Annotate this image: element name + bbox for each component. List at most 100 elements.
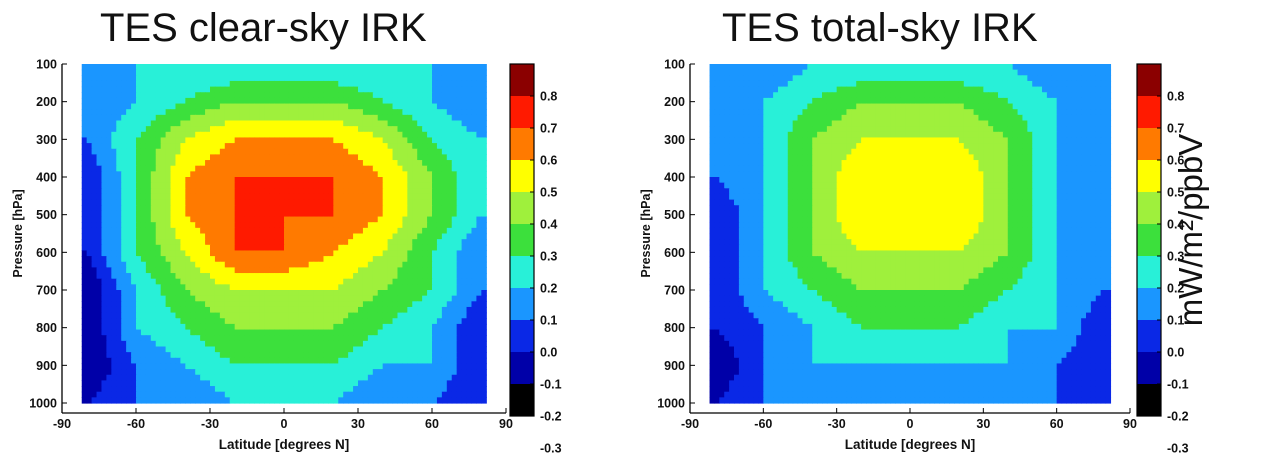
heat-cell bbox=[190, 290, 196, 297]
heat-cell bbox=[101, 278, 107, 285]
heat-cell bbox=[353, 290, 359, 297]
heat-cell bbox=[303, 346, 310, 353]
heat-cell bbox=[407, 244, 413, 252]
heat-cell bbox=[205, 103, 211, 110]
heat-cell bbox=[170, 103, 177, 110]
heat-cell bbox=[234, 171, 241, 178]
heat-cell bbox=[387, 137, 394, 144]
heat-cell bbox=[284, 256, 290, 263]
heat-cell bbox=[254, 80, 260, 88]
heat-cell bbox=[293, 114, 300, 122]
heat-cell bbox=[461, 210, 468, 218]
heat-cell bbox=[323, 103, 329, 110]
heat-cell bbox=[461, 363, 468, 370]
heat-cell bbox=[303, 126, 310, 133]
heat-cell bbox=[451, 352, 458, 359]
heat-cell bbox=[264, 380, 270, 387]
heat-cell bbox=[195, 131, 201, 139]
heat-cell bbox=[249, 329, 255, 336]
heat-cell bbox=[106, 256, 112, 263]
heat-cell bbox=[323, 352, 329, 359]
heat-cell bbox=[269, 86, 275, 93]
heat-cell bbox=[81, 205, 88, 212]
heat-cell bbox=[318, 397, 325, 404]
heat-cell bbox=[461, 357, 468, 365]
heat-cell bbox=[224, 340, 231, 348]
heat-cell bbox=[358, 250, 364, 257]
heat-cell bbox=[446, 363, 453, 370]
heat-cell bbox=[422, 131, 428, 139]
heat-cell bbox=[111, 80, 117, 88]
heat-cell bbox=[407, 188, 413, 195]
heat-cell bbox=[106, 114, 112, 122]
heat-cell bbox=[407, 80, 413, 88]
heat-cell bbox=[259, 131, 265, 139]
heat-cell bbox=[205, 329, 211, 336]
heat-cell bbox=[451, 97, 458, 105]
heat-cell bbox=[254, 199, 260, 206]
heat-cell bbox=[436, 97, 443, 105]
heat-cell bbox=[323, 312, 329, 319]
heat-cell bbox=[387, 301, 394, 308]
heat-cell bbox=[239, 346, 246, 353]
heat-cell bbox=[150, 193, 157, 201]
heat-cell bbox=[160, 199, 167, 206]
heat-cell bbox=[249, 216, 255, 223]
heat-cell bbox=[214, 222, 221, 229]
heat-cell bbox=[397, 244, 403, 252]
heat-cell bbox=[427, 352, 433, 359]
heat-cell bbox=[165, 199, 172, 206]
heat-cell bbox=[397, 64, 403, 71]
heat-cell bbox=[308, 69, 315, 76]
heat-cell bbox=[446, 301, 453, 308]
heat-cell bbox=[471, 318, 477, 325]
heat-cell bbox=[466, 346, 473, 353]
heat-cell bbox=[407, 154, 413, 161]
heat-cell bbox=[451, 363, 458, 370]
heat-cell bbox=[116, 160, 122, 167]
heat-cell bbox=[264, 397, 270, 404]
heat-cell bbox=[234, 290, 241, 297]
heat-cell bbox=[382, 256, 389, 263]
heat-cell bbox=[259, 239, 265, 246]
heat-cell bbox=[86, 137, 93, 144]
heat-cell bbox=[298, 323, 305, 331]
heat-cell bbox=[81, 86, 88, 93]
heat-cell bbox=[372, 318, 379, 325]
heat-cell bbox=[333, 80, 339, 88]
heat-cell bbox=[353, 165, 359, 172]
heat-cell bbox=[382, 148, 389, 155]
heat-cell bbox=[234, 131, 241, 139]
heat-cell bbox=[175, 193, 181, 201]
heat-cell bbox=[185, 165, 191, 172]
heat-cell bbox=[269, 126, 275, 133]
heat-cell bbox=[451, 312, 458, 319]
heat-cell bbox=[195, 250, 201, 257]
heat-cell bbox=[456, 391, 463, 398]
heat-cell bbox=[427, 301, 433, 308]
chart-panel-1: -90 -60 -30 0 30 60 90100200300400500600700800… bbox=[639, 58, 1189, 456]
heat-cell bbox=[461, 374, 468, 381]
heat-cell bbox=[121, 261, 127, 268]
heat-cell bbox=[338, 109, 344, 116]
heat-cell bbox=[298, 239, 305, 246]
heat-cell bbox=[461, 131, 468, 139]
heat-cell bbox=[239, 177, 246, 184]
heat-cell bbox=[219, 75, 226, 82]
heat-cell bbox=[382, 335, 389, 342]
heat-cell bbox=[451, 216, 458, 223]
heat-cell bbox=[101, 177, 107, 184]
heat-cell bbox=[234, 374, 241, 381]
heat-cell bbox=[392, 329, 399, 336]
heat-cell bbox=[165, 374, 172, 381]
heat-cell bbox=[422, 210, 428, 218]
heat-cell bbox=[244, 239, 251, 246]
heat-cell bbox=[461, 261, 468, 268]
heat-cell bbox=[397, 374, 403, 381]
heat-cell bbox=[101, 329, 107, 336]
heat-cell bbox=[170, 239, 177, 246]
heat-cell bbox=[116, 329, 122, 336]
heat-cell bbox=[116, 109, 122, 116]
heat-cell bbox=[160, 363, 167, 370]
heat-cell bbox=[461, 177, 468, 184]
